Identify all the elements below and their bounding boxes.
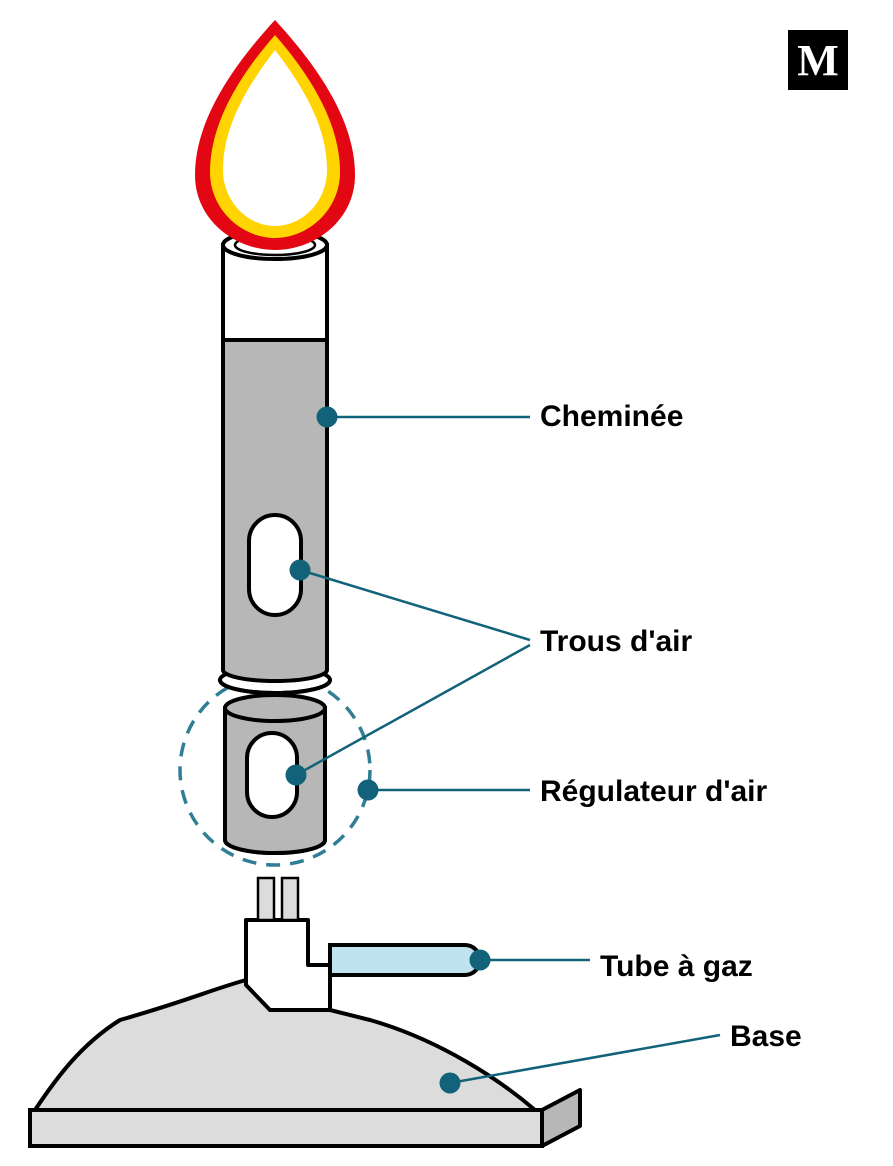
label-cheminee: Cheminée xyxy=(540,400,683,434)
bunsen-burner-diagram xyxy=(0,0,893,1166)
logo-letter: M xyxy=(797,35,839,86)
gas-tube xyxy=(330,945,480,975)
label-regulateur: Régulateur d'air xyxy=(540,775,767,809)
pointer-lines xyxy=(286,407,721,1094)
neck xyxy=(246,920,330,1010)
barrel-chimney xyxy=(220,231,330,693)
label-tube: Tube à gaz xyxy=(600,950,753,984)
flame-icon xyxy=(195,20,355,250)
label-base: Base xyxy=(730,1020,802,1054)
logo-badge: M xyxy=(788,30,848,90)
label-trous: Trous d'air xyxy=(540,625,692,659)
jet-pegs xyxy=(258,878,298,920)
air-regulator xyxy=(225,695,325,853)
